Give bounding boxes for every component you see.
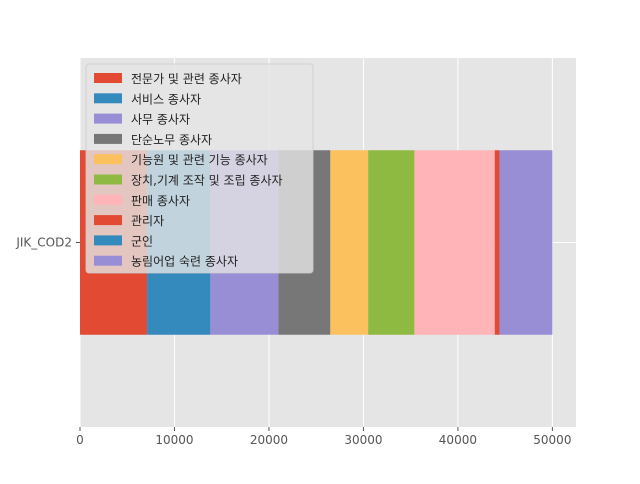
x-tick-label: 40000 (439, 433, 477, 447)
legend-label: 농림어업 숙련 종사자 (131, 255, 238, 269)
bar-segment (494, 150, 500, 335)
legend-swatch (94, 235, 122, 246)
x-tick-label: 20000 (250, 433, 288, 447)
legend-label: 서비스 종사자 (131, 92, 201, 106)
legend-label: 사무 종사자 (131, 113, 190, 127)
legend-swatch (94, 133, 122, 144)
x-tick-label: 30000 (344, 433, 382, 447)
bar-segment (414, 150, 495, 335)
x-tick-labels: 0 10000 20000 30000 40000 50000 (76, 427, 571, 447)
x-tick-label: 10000 (155, 433, 193, 447)
legend-label: 판매 종사자 (131, 194, 190, 208)
bar-segment (330, 150, 369, 335)
bar-segment (499, 150, 553, 335)
legend-swatch (94, 215, 122, 226)
y-tick-label: JIK_COD2 (15, 236, 72, 250)
x-tick-label: 50000 (533, 433, 571, 447)
legend-swatch (94, 154, 122, 165)
bar-segment (368, 150, 415, 335)
x-tick-label: 0 (76, 433, 84, 447)
legend-swatch (94, 73, 122, 83)
legend-label: 장치,기계 조작 및 조립 종사자 (131, 174, 283, 188)
legend-label: 전문가 및 관련 종사자 (131, 72, 242, 86)
y-tick-labels: JIK_COD2 (15, 236, 80, 250)
legend-swatch (94, 93, 122, 104)
legend-label: 군인 (131, 234, 153, 248)
legend-swatch (94, 255, 122, 266)
legend-label: 단순노무 종사자 (131, 133, 212, 147)
legend-swatch (94, 194, 122, 205)
legend-label: 관리자 (131, 214, 164, 228)
legend-box (85, 63, 314, 274)
legend-label: 기능원 및 관련 기능 종사자 (131, 153, 268, 167)
legend-swatch (94, 174, 122, 185)
legend-swatch (94, 113, 122, 124)
